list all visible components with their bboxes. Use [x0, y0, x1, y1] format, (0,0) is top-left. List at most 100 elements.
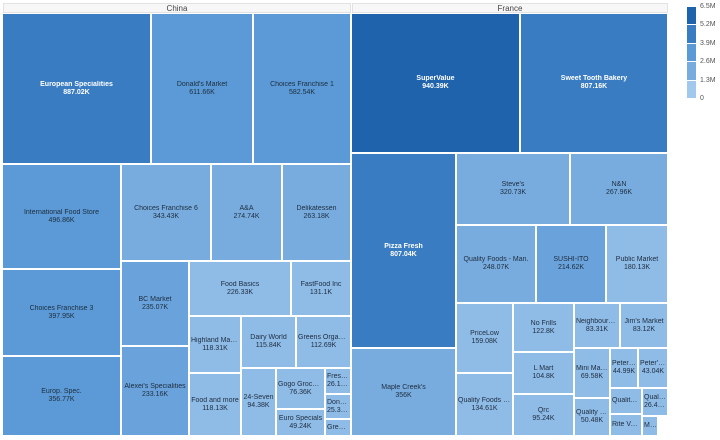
- cell-label: N&N: [611, 181, 627, 188]
- cell-label: Highland Market: [191, 336, 240, 344]
- treemap-cell[interactable]: Qualit... 26.42K: [643, 389, 667, 415]
- legend-swatch: [687, 80, 696, 98]
- cell-value: 159.08K: [471, 338, 498, 345]
- cell-value: 226.33K: [226, 288, 254, 296]
- cell-label: PriceLow: [470, 330, 499, 337]
- cell-label: Pizza Fresh: [384, 242, 423, 250]
- treemap-cell[interactable]: Delikatessen 263.18K: [283, 165, 350, 260]
- cell-value: 115.84K: [255, 342, 282, 349]
- treemap-cell[interactable]: Jim's Market 83.12K: [621, 304, 667, 347]
- cell-value: 26.42K: [644, 402, 667, 409]
- treemap-cell[interactable]: Public Market 180.13K: [607, 226, 667, 302]
- cell-label: BC Market: [138, 295, 172, 303]
- treemap-cell[interactable]: L Mart 104.8K: [514, 353, 573, 393]
- cell-label: FastFood Inc: [300, 280, 342, 288]
- cell-label: Neighbourho...: [576, 317, 619, 325]
- treemap-cell[interactable]: FastFood Inc 131.1K: [292, 262, 350, 315]
- cell-label: Fresh ...: [327, 373, 350, 380]
- treemap-cell[interactable]: Quality Foods - S... 134.61K: [457, 374, 512, 435]
- cell-label: Quality Foods - Man.: [463, 256, 529, 263]
- treemap-cell[interactable]: Steve's 320.73K: [457, 154, 569, 224]
- cell-value: 940.39K: [422, 83, 449, 90]
- treemap-cell[interactable]: Quality F...: [611, 389, 641, 413]
- treemap-cell[interactable]: Choices Franchise 3 397.95K: [3, 270, 120, 355]
- cell-value: 267.96K: [605, 189, 633, 196]
- cell-value: 49.24K: [289, 422, 312, 430]
- treemap-cell[interactable]: BC Market 235.07K: [122, 262, 188, 345]
- treemap-cell[interactable]: Choices Franchise 6 343.43K: [122, 165, 210, 260]
- treemap-cell[interactable]: Highland Market 118.31K: [190, 317, 240, 372]
- cell-label: Choices Franchise 1: [270, 80, 334, 88]
- treemap-cell[interactable]: Gogo Grocercies76.36K: [277, 369, 324, 408]
- treemap-cell[interactable]: N&N 267.96K: [571, 154, 667, 224]
- cell-value: 807.04K: [390, 250, 417, 258]
- treemap-cell[interactable]: Donal... 25.33K: [326, 395, 350, 418]
- treemap-cell[interactable]: Europ. Spec. 356.77K: [3, 357, 120, 435]
- cell-value: 94.38K: [247, 402, 270, 409]
- treemap-cell[interactable]: No Frills 122.8K: [514, 304, 573, 351]
- treemap-cell[interactable]: Peter P...44.99K: [611, 349, 637, 387]
- cell-value: 397.95K: [48, 312, 75, 320]
- treemap-cell[interactable]: Alexei's Specialities 233.16K: [122, 347, 188, 435]
- treemap-cell[interactable]: SUSHI-ITO 214.62K: [537, 226, 605, 302]
- cell-value: 807.16K: [580, 83, 608, 90]
- cell-value: 83.31K: [585, 325, 609, 333]
- treemap-cell[interactable]: Maple Creek's 356K: [352, 349, 455, 435]
- cell-value: 83.12K: [632, 325, 656, 333]
- group-header-france[interactable]: France: [352, 3, 668, 13]
- cell-label: European Specialities: [40, 80, 113, 88]
- cell-label: Peter's...: [640, 360, 667, 367]
- cell-value: 496.86K: [48, 216, 75, 224]
- cell-value: 43.04K: [641, 368, 665, 375]
- treemap-cell[interactable]: Fresh ...26.14K: [326, 369, 350, 393]
- treemap-cell[interactable]: Neighbourho... 83.31K: [575, 304, 619, 347]
- cell-value: 582.54K: [288, 88, 316, 96]
- cell-value: 122.8K: [532, 327, 555, 335]
- group-header-china[interactable]: China: [3, 3, 351, 13]
- treemap-cell[interactable]: Sweet Tooth Bakery 807.16K: [521, 14, 667, 152]
- cell-label: Delikatessen: [296, 204, 337, 212]
- treemap-cell[interactable]: Peter's... 43.04K: [639, 349, 667, 387]
- cell-value: 25.33K: [327, 406, 350, 414]
- legend-tick-label: 1.3M: [700, 76, 716, 84]
- treemap-cell[interactable]: Ma...: [643, 417, 657, 435]
- treemap-cell[interactable]: 24-Seven 94.38K: [242, 369, 275, 435]
- treemap-cell[interactable]: Qrc 95.24K: [514, 395, 573, 435]
- cell-label: SuperValue: [416, 75, 455, 82]
- treemap-cell[interactable]: Quality Fo...50.48K: [575, 399, 609, 435]
- treemap-cell[interactable]: Donald's Market 611.66K: [152, 14, 252, 163]
- treemap-cell[interactable]: SuperValue 940.39K: [352, 14, 519, 152]
- treemap-cell[interactable]: Euro Specials 49.24K: [277, 410, 324, 435]
- treemap-cell[interactable]: Rite Value: [611, 415, 641, 435]
- color-legend: [687, 7, 696, 99]
- treemap-cell[interactable]: Greens: [326, 420, 350, 435]
- cell-value: 274.74K: [233, 212, 260, 220]
- cell-label: Europ. Spec.: [41, 388, 82, 395]
- treemap-cell[interactable]: European Specialities 887.02K: [3, 14, 150, 163]
- treemap-cell[interactable]: A&A 274.74K: [212, 165, 281, 260]
- cell-value: 134.61K: [471, 404, 498, 412]
- treemap-cell[interactable]: Pizza Fresh 807.04K: [352, 154, 455, 347]
- treemap-cell[interactable]: International Food Store 496.86K: [3, 165, 120, 268]
- cell-value: 131.1K: [309, 288, 333, 296]
- cell-label: Peter P...: [612, 360, 637, 367]
- treemap-cell[interactable]: Greens Organics 112.69K: [297, 317, 350, 367]
- cell-label: Choices Franchise 3: [29, 304, 94, 312]
- cell-label: Euro Specials: [278, 414, 323, 422]
- cell-value: 44.99K: [612, 368, 636, 375]
- treemap-cell[interactable]: PriceLow 159.08K: [457, 304, 512, 372]
- treemap-cell[interactable]: Food and more 118.13K: [190, 374, 240, 435]
- cell-label: Greens: [327, 423, 350, 431]
- legend-swatch: [687, 43, 696, 62]
- treemap-cell[interactable]: Mini Market 69.58K: [575, 349, 609, 397]
- cell-value: 343.43K: [152, 212, 180, 220]
- treemap-cell[interactable]: Food Basics 226.33K: [190, 262, 290, 315]
- cell-label: Sweet Tooth Bakery: [560, 75, 628, 82]
- treemap-cell[interactable]: Dairy World 115.84K: [242, 317, 295, 367]
- cell-label: Mini Market: [576, 365, 609, 372]
- cell-value: 214.62K: [557, 264, 585, 271]
- treemap-cell[interactable]: Choices Franchise 1 582.54K: [254, 14, 350, 163]
- treemap-cell[interactable]: Quality Foods - Man. 248.07K: [457, 226, 535, 302]
- cell-value: 112.69K: [310, 342, 337, 349]
